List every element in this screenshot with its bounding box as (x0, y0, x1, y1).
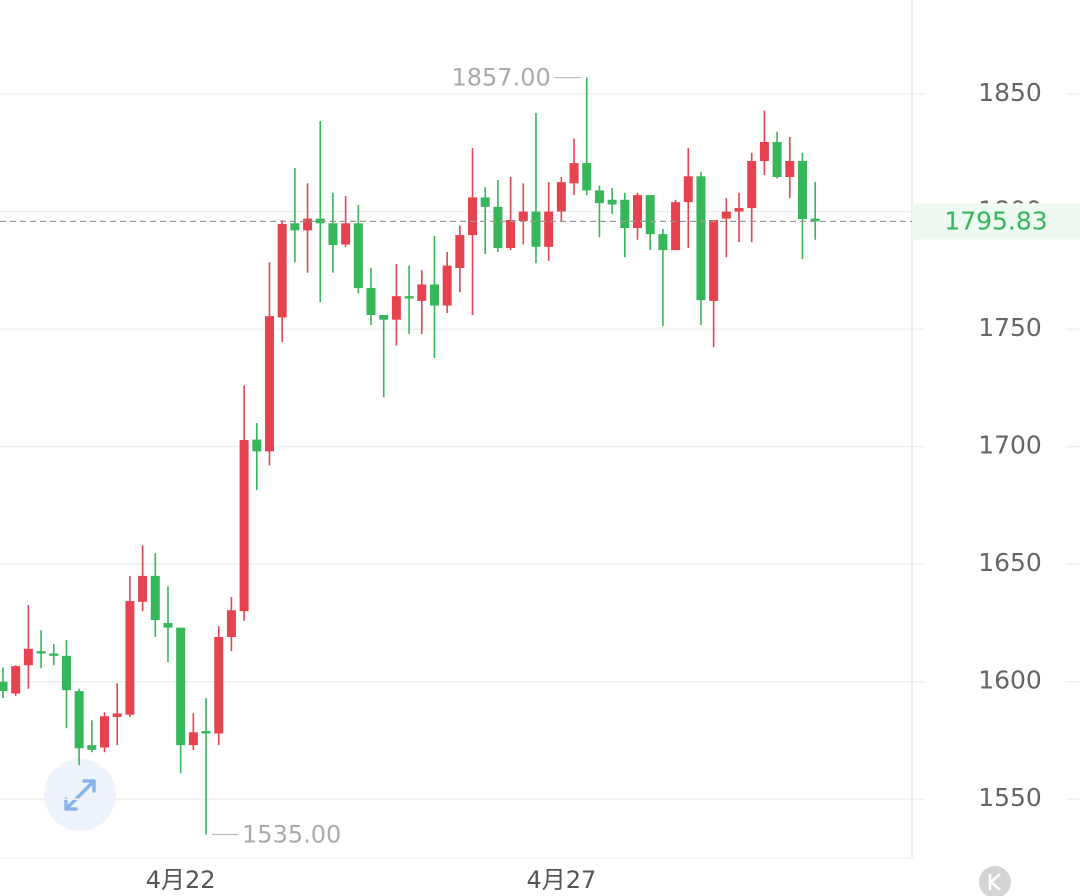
candle-body (366, 287, 376, 315)
candle-body (429, 284, 439, 306)
candle-body (556, 182, 566, 212)
candle-body (797, 161, 807, 220)
candle-body (785, 161, 795, 178)
candle-body (734, 208, 744, 212)
candle-body (709, 220, 719, 301)
candle-body (810, 218, 820, 222)
expand-button[interactable] (44, 759, 116, 831)
candle-body (759, 141, 769, 162)
candle-body (455, 235, 465, 268)
candle-body (645, 195, 655, 235)
candle-body (176, 627, 186, 746)
candle-body (506, 220, 516, 248)
candle-body (0, 681, 8, 692)
y-tick-label: 1600 (978, 666, 1042, 695)
y-tick-label: 1550 (978, 783, 1042, 812)
candle-body (620, 199, 630, 229)
candle-body (607, 199, 617, 205)
candle-body (201, 731, 211, 734)
candle-body (569, 163, 579, 184)
candle-body (721, 211, 731, 219)
candle-body (49, 653, 59, 656)
candle-body (252, 439, 262, 452)
candle-body (87, 745, 97, 750)
candle-body (671, 202, 681, 251)
candle-body (341, 223, 351, 245)
candle-body (74, 691, 84, 749)
candle-body (61, 655, 71, 691)
candle-body (226, 610, 236, 638)
candle-body (417, 284, 427, 301)
candle-body (531, 211, 541, 247)
candle-body (112, 713, 122, 717)
y-tick-label: 1650 (978, 548, 1042, 577)
candle-body (518, 211, 528, 221)
y-tick-label: 1850 (978, 78, 1042, 107)
candle-body (747, 161, 757, 209)
candle-body (328, 223, 338, 245)
candle-body (163, 622, 173, 628)
candle-body (493, 206, 503, 248)
annotation-label: 1857.00 (451, 64, 550, 92)
candle-body (11, 666, 21, 694)
x-tick-label: 4月22 (146, 866, 216, 894)
kline-button[interactable] (979, 866, 1011, 896)
last-price-box (912, 203, 1080, 240)
candle-body (442, 265, 452, 306)
candle-body (138, 575, 148, 602)
candle-body (214, 637, 224, 734)
candle-body (391, 296, 401, 320)
candle-body (633, 195, 642, 229)
candle-body (544, 211, 554, 247)
candle-body (277, 224, 287, 318)
annotation-label: 1535.00 (242, 820, 341, 848)
candle-body (772, 141, 782, 178)
last-price-label: 1795.83 (944, 206, 1047, 235)
candle-body (404, 296, 414, 299)
candle-body (582, 163, 592, 191)
candle-body (290, 223, 300, 231)
candle-body (100, 716, 110, 748)
candle-body (658, 234, 668, 251)
candle-body (125, 601, 135, 715)
candle-body (264, 316, 274, 452)
y-tick-label: 1700 (978, 431, 1042, 460)
x-tick-label: 4月27 (526, 866, 596, 894)
candle-body (303, 218, 313, 231)
candle-body (188, 732, 198, 746)
y-tick-label: 1750 (978, 313, 1042, 342)
candle-body (353, 223, 363, 288)
candle-body (239, 440, 249, 612)
candle-body (468, 197, 478, 236)
candle-body (594, 190, 604, 204)
candle-body (36, 651, 46, 654)
candle-body (23, 648, 33, 666)
candle-body (683, 176, 693, 203)
candle-body (379, 314, 389, 320)
candle-body (150, 575, 160, 621)
candle-body (480, 197, 490, 207)
candle-body (696, 176, 706, 301)
